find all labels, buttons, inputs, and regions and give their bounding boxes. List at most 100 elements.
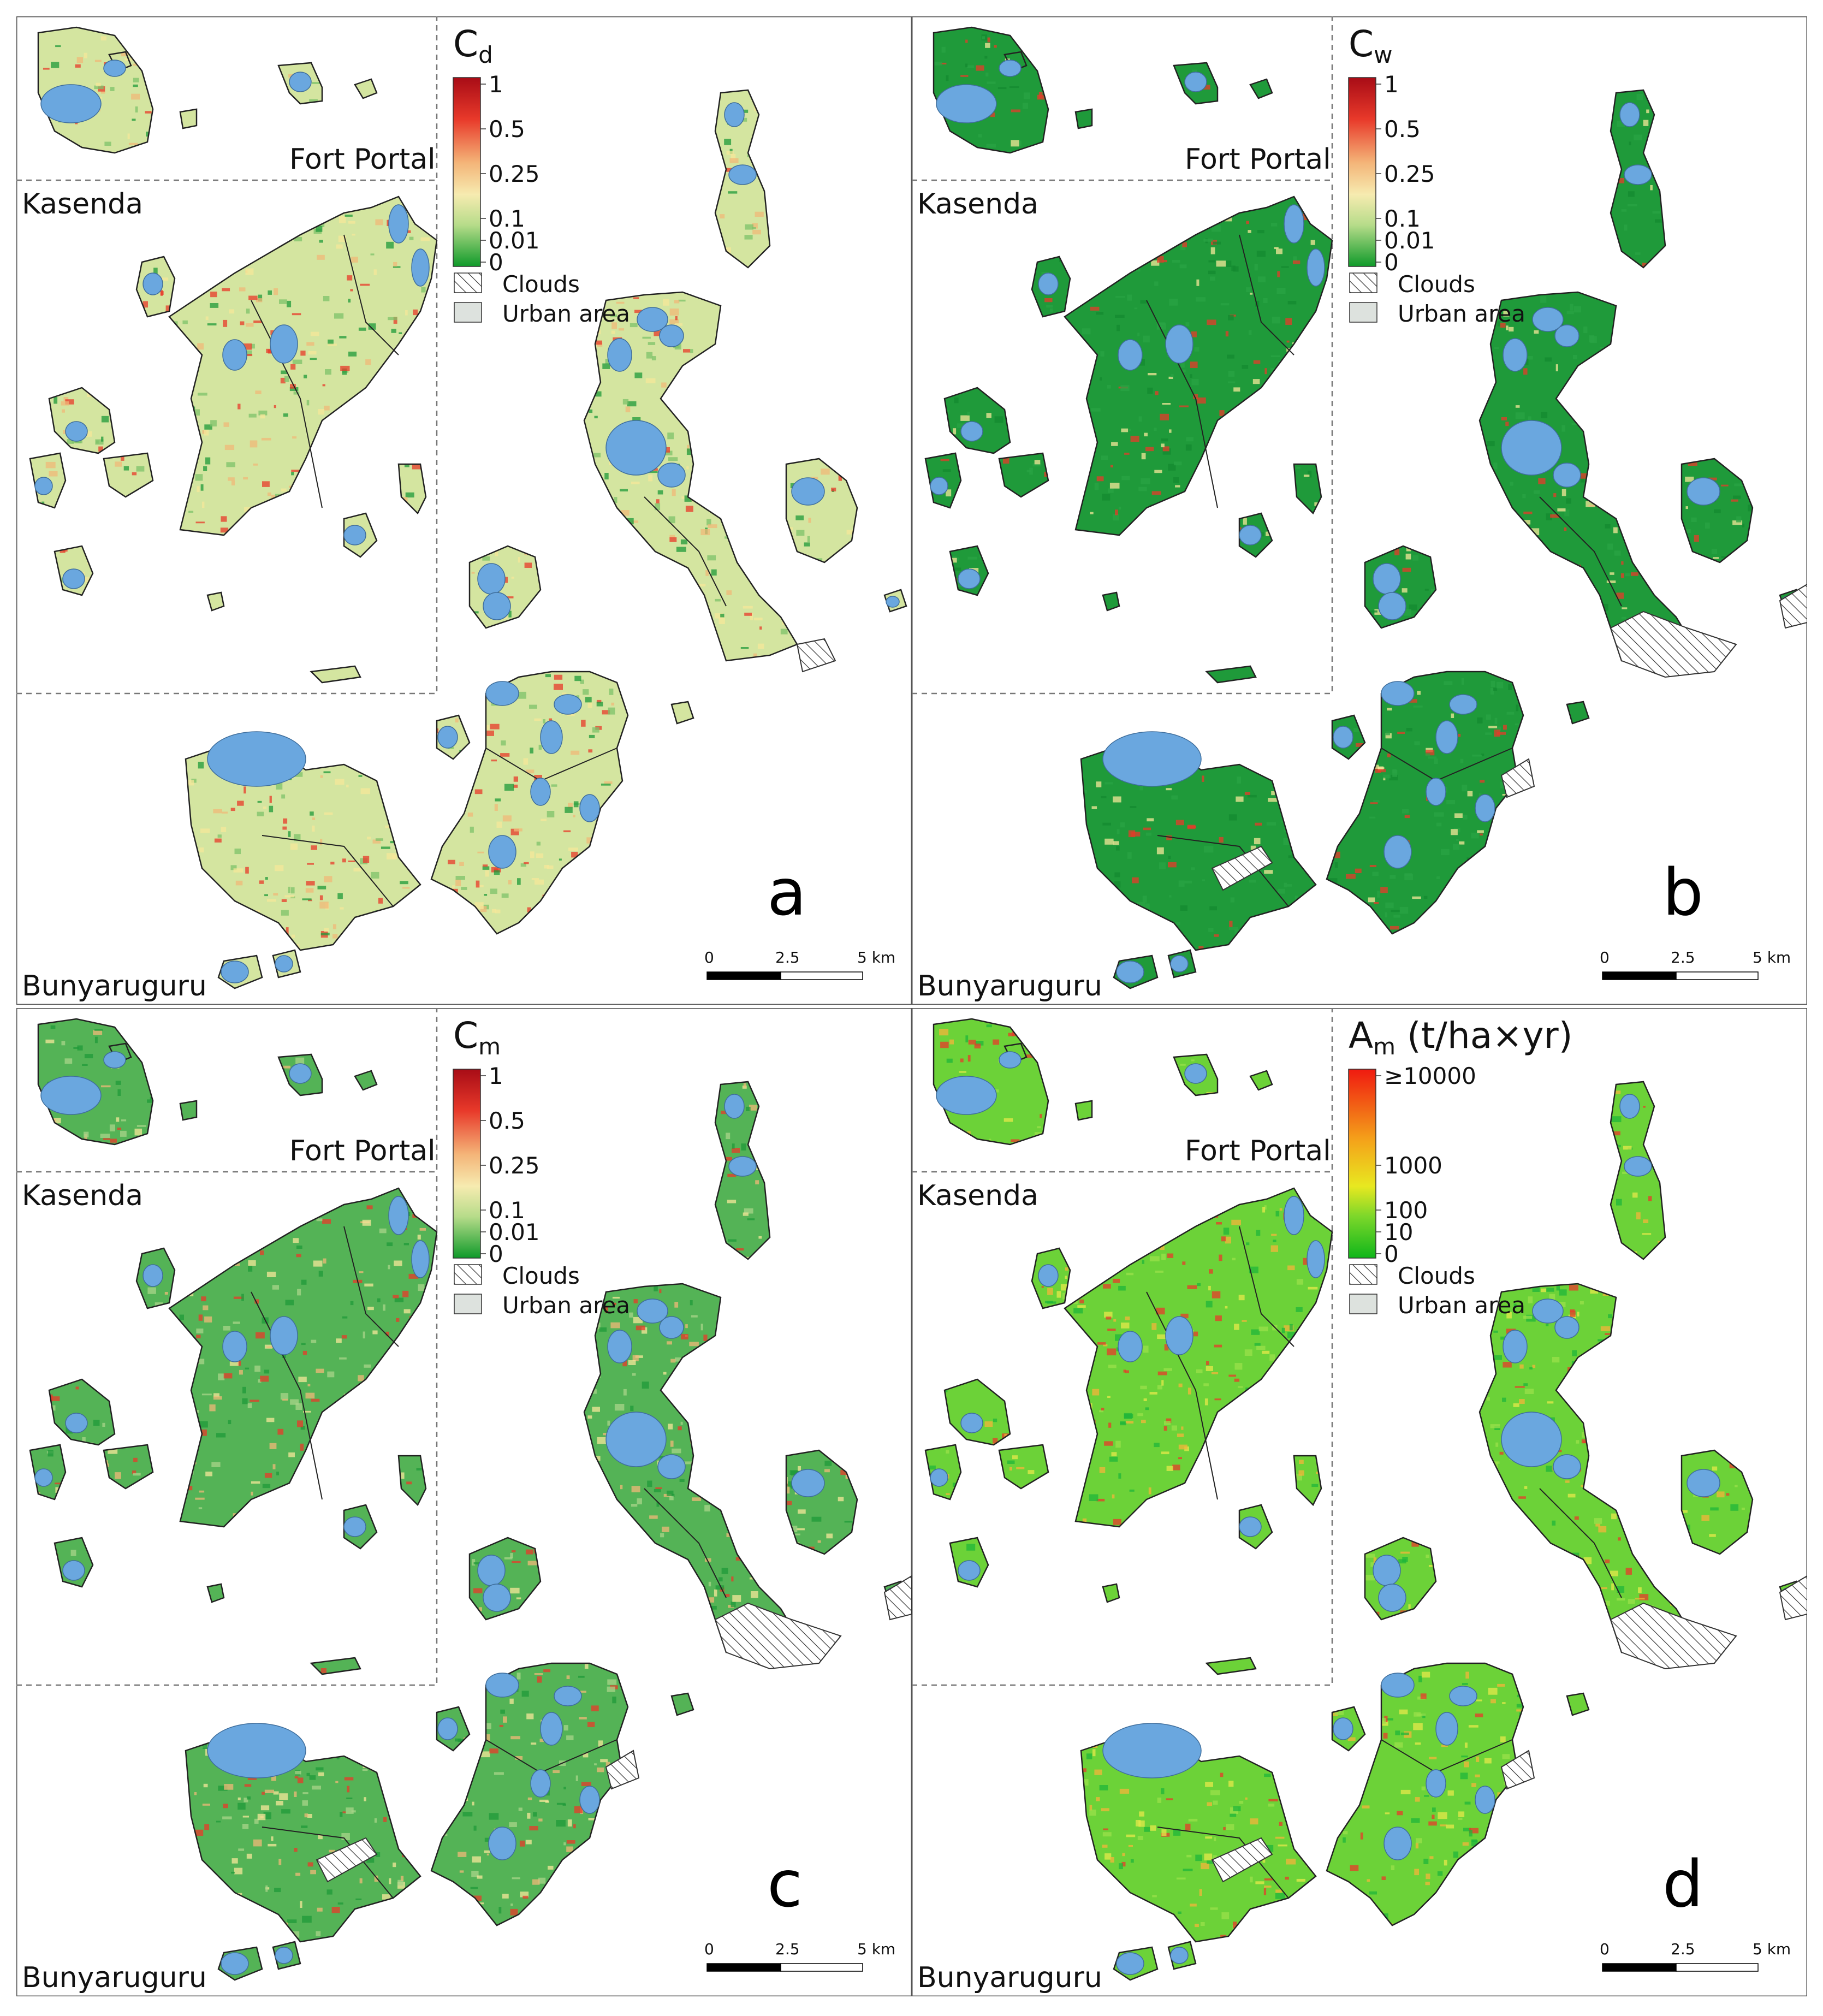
catchment-bun-tiny — [1567, 1693, 1589, 1715]
sub-catchment-divide — [1539, 496, 1622, 607]
raster-cell — [1541, 1288, 1546, 1292]
raster-cell — [47, 1450, 54, 1457]
raster-cell — [1228, 381, 1236, 383]
raster-cell — [292, 313, 301, 316]
raster-cell — [233, 868, 244, 873]
raster-cell — [509, 1822, 517, 1827]
raster-cell — [200, 828, 210, 833]
raster-cell — [472, 1856, 481, 1863]
raster-cell — [1441, 849, 1450, 856]
raster-cell — [714, 1589, 717, 1597]
raster-cell — [1205, 1782, 1213, 1787]
raster-cell — [587, 702, 592, 708]
raster-cell — [605, 1762, 610, 1766]
raster-cell — [965, 1035, 969, 1042]
raster-cell — [229, 1361, 239, 1366]
raster-cell — [210, 292, 217, 298]
raster-cell — [1605, 1600, 1610, 1606]
raster-cell — [1253, 360, 1261, 364]
raster-cell — [791, 1471, 800, 1476]
raster-cell — [1219, 1254, 1222, 1261]
raster-cell — [133, 78, 139, 82]
raster-cell — [274, 288, 278, 295]
raster-cell — [367, 837, 371, 840]
raster-cell — [316, 1931, 321, 1936]
raster-cell — [322, 1219, 331, 1224]
raster-cell — [1480, 833, 1483, 836]
lake — [637, 307, 668, 332]
raster-cell — [1385, 902, 1394, 909]
raster-cell — [1219, 410, 1225, 416]
raster-cell — [305, 1392, 315, 1399]
raster-cell — [1148, 1487, 1151, 1495]
raster-cell — [1208, 260, 1215, 263]
raster-cell — [155, 1302, 163, 1306]
raster-cell — [289, 387, 299, 392]
raster-cell — [1395, 1730, 1400, 1735]
legend-tick: 0 — [489, 1241, 503, 1267]
raster-cell — [495, 909, 501, 914]
raster-cell — [735, 1557, 742, 1561]
lake — [411, 1240, 430, 1278]
raster-cell — [392, 855, 397, 859]
raster-cell — [1611, 1513, 1617, 1520]
catchment-bun-w — [186, 743, 420, 950]
raster-cell — [1251, 1329, 1260, 1335]
raster-cell — [1541, 412, 1548, 418]
catchment-outline — [1113, 1946, 1159, 1981]
raster-cell — [1109, 1456, 1118, 1462]
raster-cell — [746, 1106, 751, 1111]
raster-cell — [1225, 1236, 1231, 1244]
raster-cell — [691, 1315, 698, 1318]
raster-cell — [1456, 839, 1459, 841]
raster-cell — [1150, 1825, 1156, 1831]
raster-cell — [1436, 876, 1440, 879]
raster-cell — [1497, 321, 1500, 327]
raster-cell — [1411, 1541, 1419, 1547]
raster-cell — [1296, 1878, 1305, 1882]
raster-cell — [307, 1814, 312, 1818]
raster-cell — [1631, 572, 1638, 576]
raster-cell — [967, 1055, 971, 1062]
raster-cell — [121, 1119, 127, 1122]
raster-cell — [1121, 428, 1129, 432]
raster-cell — [522, 1895, 529, 1899]
raster-cell — [632, 1355, 639, 1361]
catchment-outline — [1074, 1100, 1093, 1121]
raster-cell — [1264, 1878, 1273, 1881]
catchment-fp-small2 — [1076, 1101, 1092, 1120]
raster-cell — [1157, 1371, 1167, 1375]
raster-cell — [675, 323, 682, 326]
raster-cell — [1389, 875, 1396, 879]
raster-cell — [1084, 790, 1087, 793]
raster-cell — [1097, 1342, 1106, 1345]
raster-cell — [257, 811, 264, 816]
raster-cell — [708, 1581, 711, 1587]
panel-b: Fort Portal Kasenda Bunyaruguru Cw 1 0.5… — [912, 16, 1807, 1005]
raster-cell — [610, 314, 617, 317]
raster-cell — [1138, 487, 1147, 491]
raster-cell — [618, 328, 625, 331]
raster-cell — [203, 466, 207, 471]
raster-cell — [1196, 297, 1206, 302]
raster-cell — [1082, 1779, 1089, 1786]
raster-cell — [1046, 305, 1053, 308]
raster-cell — [1271, 791, 1275, 796]
raster-cell — [195, 1497, 205, 1500]
raster-cell — [630, 323, 638, 328]
raster-cell — [311, 1398, 320, 1402]
raster-cell — [789, 1526, 798, 1532]
raster-cell — [353, 868, 361, 871]
raster-cell — [228, 1420, 231, 1425]
raster-cell — [64, 1058, 73, 1064]
raster-cell — [350, 1301, 354, 1306]
raster-cell — [1397, 732, 1405, 734]
raster-cell — [620, 1485, 623, 1490]
raster-cell — [1262, 1857, 1266, 1863]
raster-cell — [401, 1472, 405, 1479]
catchment-outline — [343, 1504, 378, 1550]
raster-cell — [1183, 1869, 1193, 1871]
raster-cell — [244, 786, 246, 794]
raster-cell — [1264, 1205, 1267, 1210]
lake — [1102, 731, 1202, 787]
